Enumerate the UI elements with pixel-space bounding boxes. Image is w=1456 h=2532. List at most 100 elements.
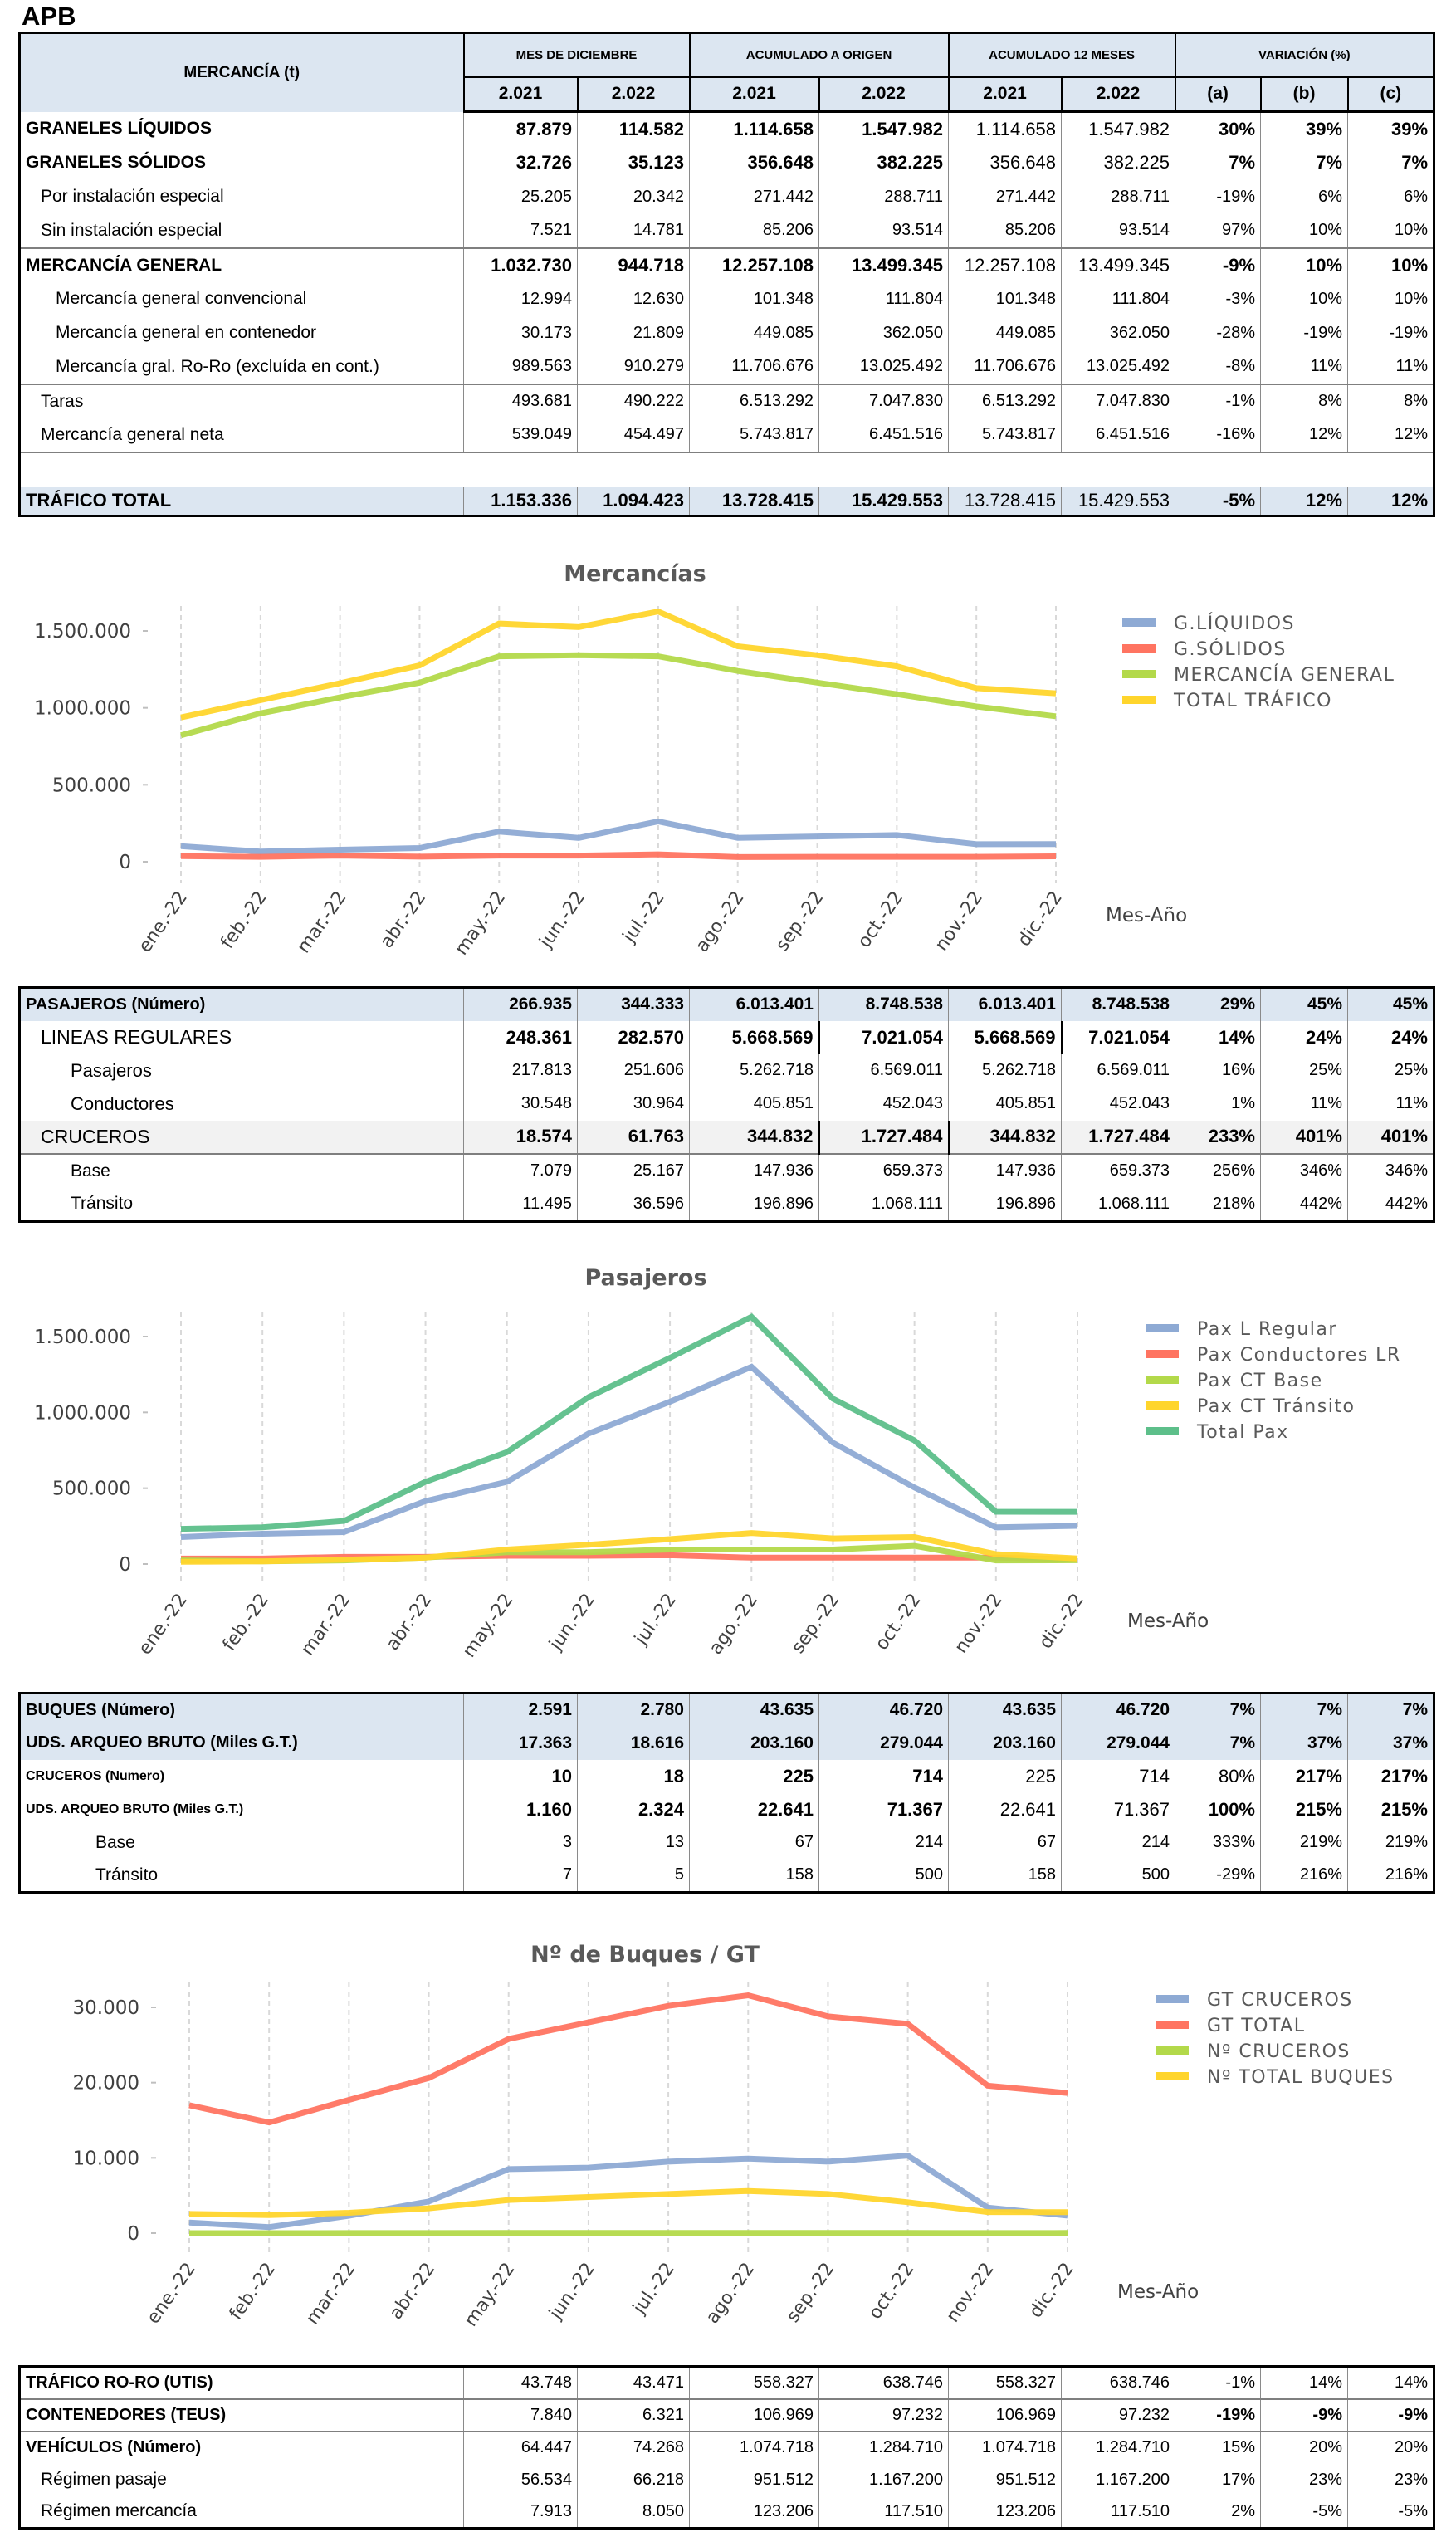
row-label: Mercancía general convencional: [56, 289, 307, 308]
cell-value: 7: [463, 1859, 578, 1893]
legend-swatch: [1122, 670, 1156, 678]
cell-value: 217%: [1260, 1759, 1348, 1793]
x-tick-label: dic.-22: [1025, 2259, 1078, 2322]
legend-label: Pax CT Base: [1197, 1371, 1323, 1391]
row-label: Mercancía gral. Ro-Ro (excluída en cont.…: [56, 356, 379, 376]
x-tick-label: oct.-22: [872, 1590, 926, 1655]
row-label: Mercancía general en contenedor: [56, 323, 317, 342]
legend-label: Pax CT Tránsito: [1197, 1396, 1355, 1417]
cell-value: 356.648: [948, 145, 1062, 180]
cell-value: 101.348: [689, 281, 819, 316]
row-label: GRANELES SÓLIDOS: [26, 153, 207, 172]
cell-value: 1.547.982: [818, 111, 949, 146]
table-row: LINEAS REGULARES 248.361 282.570 5.668.569 7…: [20, 1020, 1434, 1054]
cell-value: 493.681: [463, 383, 578, 418]
cell-value: 500: [1061, 1859, 1175, 1893]
cell-value: 215%: [1347, 1792, 1434, 1826]
legend-swatch: [1146, 1427, 1179, 1435]
cell-value: 30.173: [463, 315, 578, 350]
row-label: Pasajeros: [71, 1059, 152, 1081]
cell-value: -3%: [1175, 281, 1261, 316]
pasajeros-chart: Pasajeros 0 500.000 1.000.000 1.500.000 ene.-…: [0, 1245, 1456, 1677]
x-tick-label: oct.-22: [854, 887, 908, 952]
cell-value: 37%: [1260, 1726, 1348, 1760]
cell-value: 1.094.423: [576, 486, 690, 516]
cell-value: 71.367: [818, 1792, 949, 1826]
x-tick-label: jun.-22: [545, 2259, 599, 2324]
cell-value: 101.348: [948, 281, 1062, 316]
x-tick-label: nov.-22: [942, 2259, 998, 2326]
blank-cell: [1175, 451, 1261, 487]
cell-value: 15%: [1175, 2430, 1261, 2464]
cell-value: 8.748.538: [1061, 987, 1175, 1021]
row-label: GRANELES LÍQUIDOS: [26, 119, 213, 138]
row-label: Por instalación especial: [41, 187, 224, 206]
cell-value: 5.743.817: [948, 418, 1062, 452]
cell-value: 10%: [1347, 247, 1434, 282]
cell-value: 18: [577, 1759, 690, 1793]
cell-value: 500: [818, 1859, 949, 1893]
cell-value: 25.167: [577, 1152, 690, 1188]
cell-value: 6.013.401: [689, 987, 819, 1021]
cell-value: 1.114.658: [689, 111, 819, 146]
cell-value: 13.499.345: [1061, 247, 1175, 282]
blank-cell: [19, 451, 464, 487]
cell-value: 7%: [1175, 145, 1261, 180]
cell-value: 111.804: [818, 281, 949, 316]
cell-value: 442%: [1347, 1187, 1434, 1222]
series-line-1: [180, 851, 1057, 860]
cell-value: 11%: [1347, 349, 1434, 384]
cell-value: 2.780: [577, 1693, 690, 1727]
cell-value: 11%: [1260, 349, 1348, 384]
cell-value: 218%: [1175, 1187, 1261, 1222]
chart-title: Pasajeros: [584, 1265, 706, 1291]
cell-value: 12.257.108: [689, 247, 819, 282]
legend-label: TOTAL TRÁFICO: [1173, 690, 1332, 711]
cell-value: 14%: [1260, 2366, 1348, 2399]
cell-value: 196.896: [948, 1187, 1062, 1222]
table-row: Régimen mercancía 7.913 8.050 123.206 117.51…: [20, 2495, 1434, 2529]
x-tick-label: may.-22: [451, 887, 510, 959]
cell-value: 10%: [1260, 281, 1348, 316]
x-tick-label: abr.-22: [383, 1590, 437, 1655]
cell-value: 29%: [1175, 987, 1261, 1021]
blank-row: [19, 451, 1434, 487]
cell-value: 203.160: [689, 1726, 819, 1760]
row-label: CRUCEROS (Numero): [26, 1768, 165, 1783]
row-label: BUQUES (Número): [19, 1693, 464, 1727]
cell-value: 382.225: [818, 145, 949, 180]
series-line-3: [188, 2187, 1068, 2218]
table-row: Mercancía general neta 539.049 454.497 5.74…: [20, 418, 1434, 452]
cell-value: 8%: [1260, 383, 1348, 418]
group-header-acum-12: ACUMULADO 12 MESES: [947, 32, 1175, 78]
table-row: Taras 493.681 490.222 6.513.292 7.047.830 6.5…: [19, 383, 1434, 418]
y-tick-label: 1.500.000: [34, 1327, 131, 1348]
legend-swatch: [1122, 696, 1156, 704]
cell-value: 279.044: [1061, 1726, 1175, 1760]
row-label: MERCANCÍA GENERAL: [19, 247, 464, 282]
table-row: Tránsito 7 5 158 500 158 500 -29% 216% 216%: [20, 1859, 1434, 1893]
x-tick-label: feb.-22: [219, 1590, 273, 1655]
cell-value: 8.050: [577, 2495, 690, 2529]
cell-value: 5.743.817: [689, 418, 819, 452]
cell-value: 344.333: [577, 987, 690, 1021]
row-label: UDS. ARQUEO BRUTO (Miles G.T.): [26, 1801, 244, 1816]
cell-value: 989.563: [463, 349, 578, 384]
cell-value: 24%: [1260, 1020, 1348, 1054]
cell-value: 13.728.415: [689, 486, 819, 516]
cell-value: 85.206: [689, 213, 819, 248]
legend-swatch: [1146, 1376, 1179, 1384]
cell-value: 558.327: [689, 2366, 819, 2399]
series-line-1: [188, 1992, 1068, 2126]
table-row: Por instalación especial 25.205 20.342 271.…: [20, 179, 1434, 214]
cell-value: 219%: [1260, 1826, 1348, 1860]
cell-value: 45%: [1260, 987, 1348, 1021]
cell-value: 2.324: [577, 1792, 690, 1826]
cell-value: -9%: [1260, 2398, 1348, 2432]
cell-value: 39%: [1260, 111, 1348, 146]
cell-value: 10%: [1347, 213, 1434, 248]
legend-label: G.LÍQUIDOS: [1174, 613, 1295, 634]
table-row: CRUCEROS 18.574 61.763 344.832 1.727.484 344.…: [19, 1120, 1434, 1154]
cell-value: 271.442: [948, 179, 1062, 214]
cell-value: 282.570: [577, 1020, 690, 1054]
